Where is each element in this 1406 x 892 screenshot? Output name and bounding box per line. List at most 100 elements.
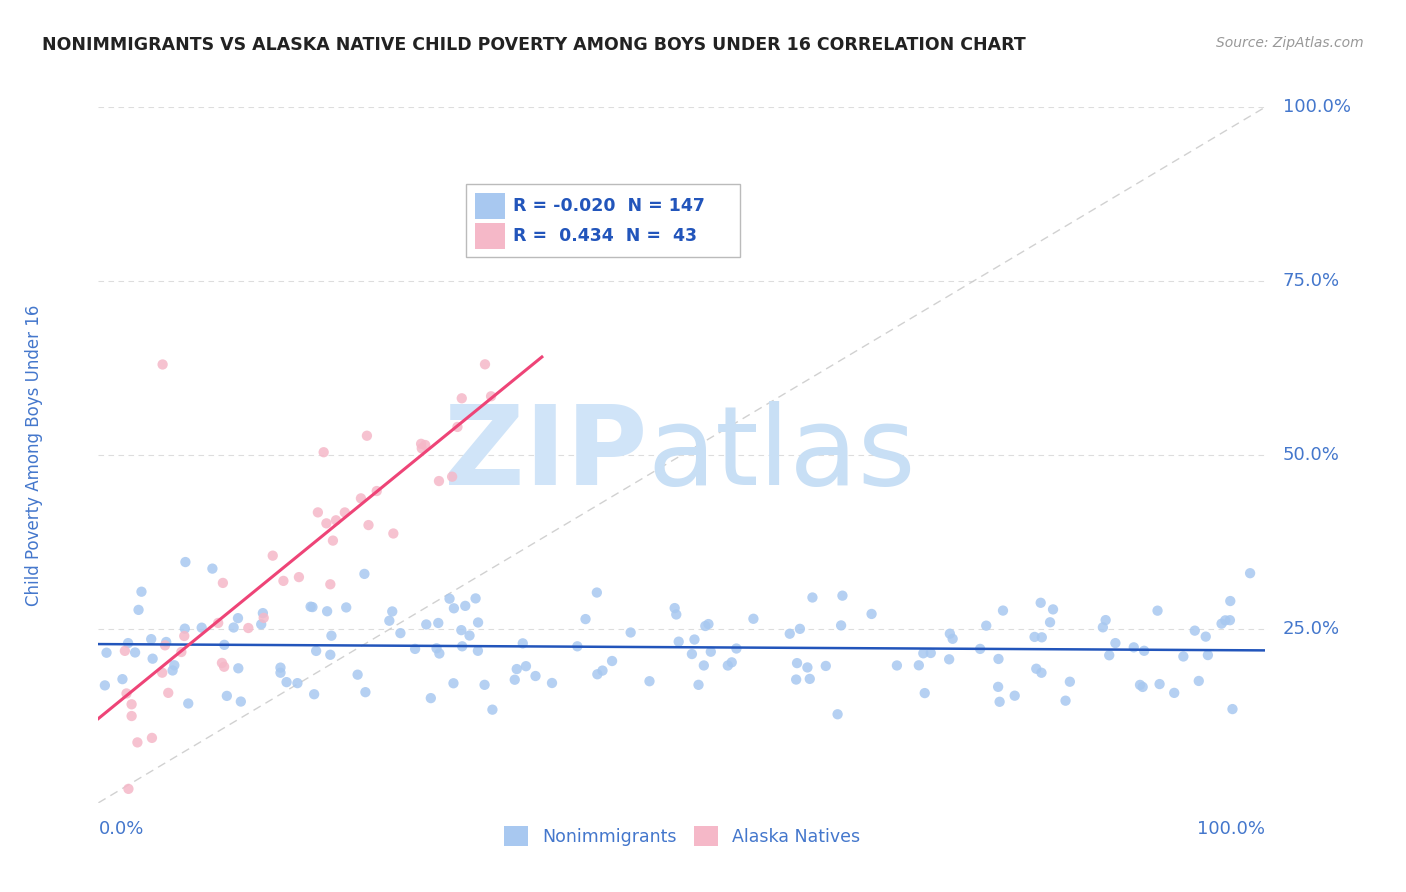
Point <box>411 442 433 456</box>
Point <box>305 644 328 658</box>
Point <box>920 646 942 660</box>
Point <box>439 591 461 606</box>
Text: R = -0.020  N = 147: R = -0.020 N = 147 <box>513 197 704 215</box>
Point <box>142 651 165 665</box>
Point <box>269 660 291 674</box>
Point <box>346 667 368 681</box>
FancyBboxPatch shape <box>475 193 505 219</box>
Point <box>785 673 807 687</box>
Point <box>173 622 195 636</box>
Point <box>226 661 249 675</box>
Point <box>269 665 291 680</box>
Point <box>356 428 378 442</box>
Point <box>467 644 489 658</box>
Point <box>111 672 134 686</box>
Point <box>276 675 298 690</box>
Point <box>152 358 174 372</box>
Point <box>319 577 342 591</box>
Point <box>1024 630 1046 644</box>
Point <box>319 648 342 662</box>
Point <box>668 634 690 648</box>
Text: ZIP: ZIP <box>443 401 647 508</box>
Point <box>127 735 149 749</box>
Text: 50.0%: 50.0% <box>1282 446 1340 464</box>
Point <box>988 695 1011 709</box>
Point <box>474 678 496 692</box>
Point <box>404 641 426 656</box>
Point <box>1025 662 1047 676</box>
Point <box>212 659 235 673</box>
Point <box>170 645 193 659</box>
Point <box>695 619 717 633</box>
Point <box>427 615 450 630</box>
Point <box>742 612 765 626</box>
Point <box>1184 624 1206 638</box>
Point <box>1197 648 1219 662</box>
Text: Source: ZipAtlas.com: Source: ZipAtlas.com <box>1216 36 1364 50</box>
Point <box>908 658 931 673</box>
Point <box>322 533 344 548</box>
Point <box>574 612 596 626</box>
Point <box>585 585 607 599</box>
Point <box>215 689 238 703</box>
Point <box>222 620 245 634</box>
Text: 100.0%: 100.0% <box>1282 98 1351 116</box>
Point <box>287 676 309 690</box>
Point <box>124 645 146 659</box>
Point <box>212 576 235 591</box>
Point <box>1173 649 1195 664</box>
Point <box>425 641 447 656</box>
Point <box>141 632 163 647</box>
Point <box>1219 594 1241 608</box>
Point <box>190 621 212 635</box>
Point <box>427 474 450 488</box>
Point <box>174 555 197 569</box>
Point <box>796 660 818 674</box>
Point <box>250 617 273 632</box>
Point <box>567 640 589 654</box>
Text: 75.0%: 75.0% <box>1282 272 1340 290</box>
Point <box>827 707 849 722</box>
Point <box>600 654 623 668</box>
Point <box>427 647 450 661</box>
Point <box>226 611 249 625</box>
Point <box>830 618 852 632</box>
Point <box>131 584 153 599</box>
Point <box>914 686 936 700</box>
Point <box>114 644 136 658</box>
Point <box>333 505 356 519</box>
Point <box>720 656 742 670</box>
Point <box>831 589 853 603</box>
Point <box>481 703 503 717</box>
Point <box>1222 702 1244 716</box>
Point <box>942 632 965 646</box>
Point <box>503 673 526 687</box>
Point <box>353 566 375 581</box>
Point <box>301 600 323 615</box>
Point <box>638 674 661 689</box>
Point <box>177 697 200 711</box>
Point <box>683 632 706 647</box>
Point <box>474 357 496 371</box>
Point <box>443 601 465 615</box>
Point <box>886 658 908 673</box>
Point <box>262 549 284 563</box>
Point <box>1132 680 1154 694</box>
Point <box>1031 665 1053 680</box>
Point <box>1133 644 1156 658</box>
Point <box>938 652 960 666</box>
Point <box>620 625 643 640</box>
Point <box>252 606 274 620</box>
Point <box>688 678 710 692</box>
Point <box>121 698 143 712</box>
Point <box>789 622 811 636</box>
Point <box>515 659 537 673</box>
Point <box>382 526 405 541</box>
Point <box>411 437 433 451</box>
Point <box>1039 615 1062 630</box>
Point <box>441 469 464 483</box>
Point <box>454 599 477 613</box>
Point <box>315 516 337 531</box>
Point <box>1004 689 1026 703</box>
Point <box>153 638 176 652</box>
